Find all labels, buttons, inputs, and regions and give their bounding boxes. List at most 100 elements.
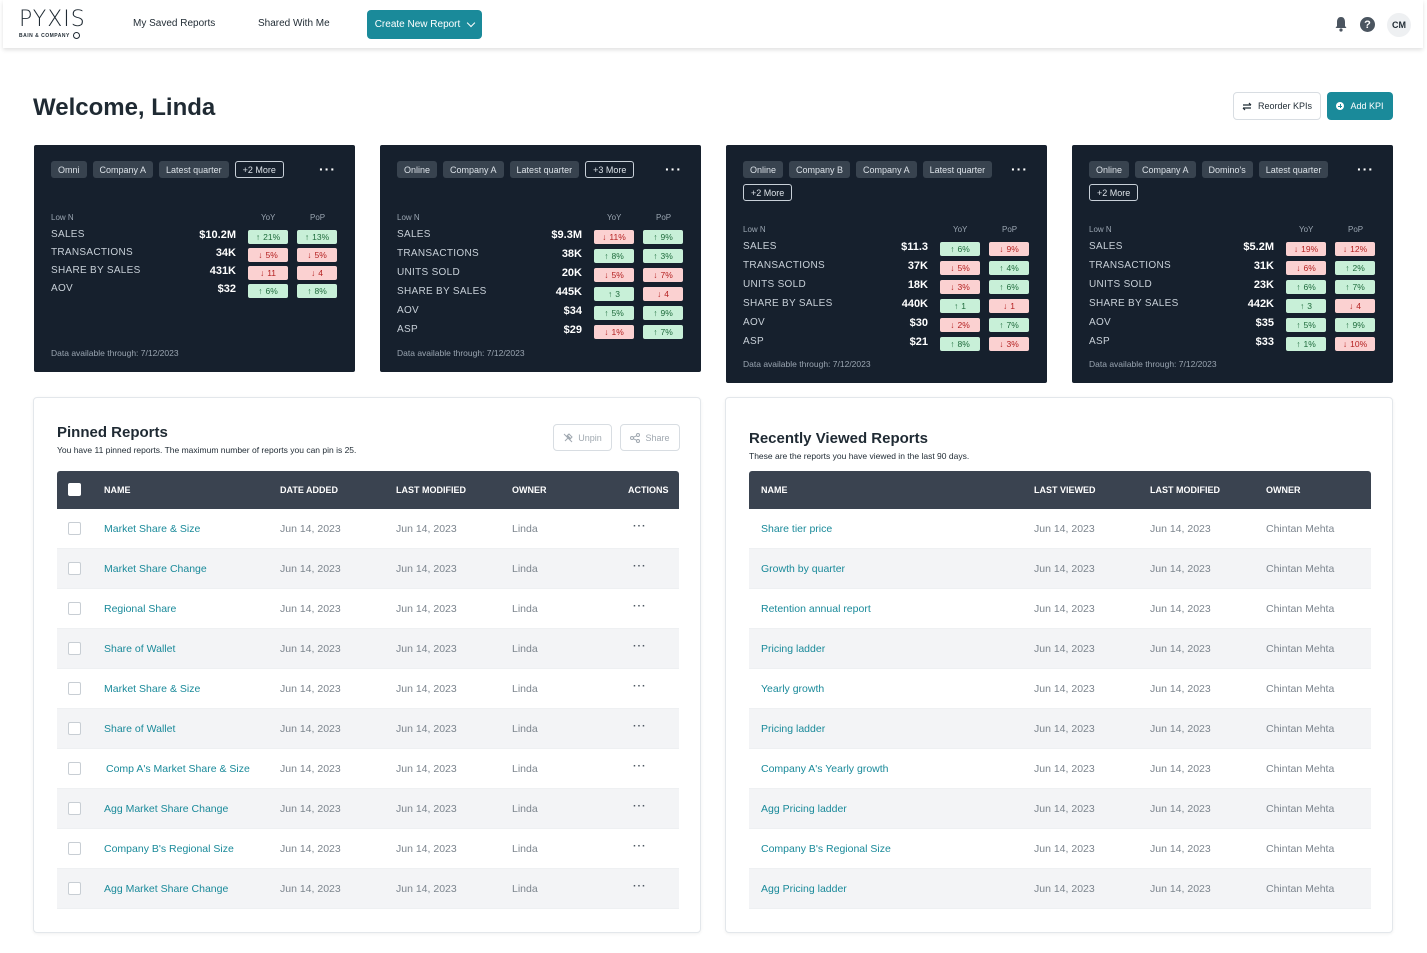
column-header-name[interactable]: NAME xyxy=(761,485,788,495)
table-row[interactable]: Share of Wallet Jun 14, 2023 Jun 14, 2023 L… xyxy=(57,709,679,749)
table-row[interactable]: Retention annual report Jun 14, 2023 Jun 1… xyxy=(749,589,1371,629)
nav-shared-with-me[interactable]: Shared With Me xyxy=(258,18,330,29)
create-new-report-button[interactable]: Create New Report xyxy=(367,10,482,39)
table-row[interactable]: Market Share Change Jun 14, 2023 Jun 14, 2… xyxy=(57,549,679,589)
table-row[interactable]: Pricing ladder Jun 14, 2023 Jun 14, 2023 Ch… xyxy=(749,709,1371,749)
avatar[interactable]: CM xyxy=(1387,13,1411,37)
report-name-link[interactable]: Retention annual report xyxy=(761,603,871,615)
bell-icon[interactable] xyxy=(1334,16,1348,32)
report-name-link[interactable]: Comp A's Market Share & Size xyxy=(106,763,250,775)
more-filters-chip[interactable]: +2 More xyxy=(234,161,284,178)
row-actions-icon[interactable]: ··· xyxy=(633,720,647,732)
row-checkbox[interactable] xyxy=(68,802,81,815)
report-name-link[interactable]: Market Share & Size xyxy=(104,523,201,535)
filter-chip[interactable]: Omni xyxy=(51,161,87,178)
table-row[interactable]: Agg Market Share Change Jun 14, 2023 Jun 1… xyxy=(57,789,679,829)
more-icon[interactable]: ··· xyxy=(665,161,682,177)
add-kpi-button[interactable]: Add KPI xyxy=(1327,92,1393,120)
report-name-link[interactable]: Company B's Regional Size xyxy=(761,843,891,855)
more-filters-chip[interactable]: +2 More xyxy=(1089,184,1139,201)
report-name-link[interactable]: Agg Pricing ladder xyxy=(761,803,847,815)
report-name-link[interactable]: Company A's Yearly growth xyxy=(761,763,889,775)
column-header-name[interactable]: NAME xyxy=(104,485,131,495)
logo[interactable]: PYXIS BAIN & COMPANY xyxy=(19,9,86,39)
row-actions-icon[interactable]: ··· xyxy=(633,680,647,692)
row-checkbox[interactable] xyxy=(68,522,81,535)
select-all-checkbox[interactable] xyxy=(68,483,81,496)
column-header-date-added[interactable]: DATE ADDED xyxy=(280,485,338,495)
column-header-owner[interactable]: OWNER xyxy=(512,485,547,495)
row-checkbox[interactable] xyxy=(68,722,81,735)
row-checkbox[interactable] xyxy=(68,602,81,615)
table-row[interactable]: Comp A's Market Share & Size Jun 14, 2023… xyxy=(57,749,679,789)
report-name-link[interactable]: Pricing ladder xyxy=(761,643,826,655)
table-row[interactable]: Share of Wallet Jun 14, 2023 Jun 14, 2023 L… xyxy=(57,629,679,669)
filter-chip[interactable]: Latest quarter xyxy=(1258,161,1329,178)
table-row[interactable]: Yearly growth Jun 14, 2023 Jun 14, 2023 Chi… xyxy=(749,669,1371,709)
table-row[interactable]: Regional Share Jun 14, 2023 Jun 14, 2023 Li… xyxy=(57,589,679,629)
more-icon[interactable]: ··· xyxy=(319,161,336,177)
nav-my-saved-reports[interactable]: My Saved Reports xyxy=(133,18,216,29)
report-name-link[interactable]: Yearly growth xyxy=(761,683,825,695)
report-name-link[interactable]: Agg Market Share Change xyxy=(104,803,229,815)
filter-chip[interactable]: Latest quarter xyxy=(509,161,580,178)
report-name-link[interactable]: Company B's Regional Size xyxy=(104,843,234,855)
table-row[interactable]: Market Share & Size Jun 14, 2023 Jun 14, 2… xyxy=(57,669,679,709)
report-name-link[interactable]: Agg Market Share Change xyxy=(104,883,229,895)
filter-chip[interactable]: Company A xyxy=(92,161,154,178)
row-actions-icon[interactable]: ··· xyxy=(633,600,647,612)
table-row[interactable]: Pricing ladder Jun 14, 2023 Jun 14, 2023 Ch… xyxy=(749,629,1371,669)
help-icon[interactable]: ? xyxy=(1360,17,1375,32)
filter-chip[interactable]: Company A xyxy=(856,161,917,178)
row-checkbox[interactable] xyxy=(68,642,81,655)
row-actions-icon[interactable]: ··· xyxy=(633,840,647,852)
table-row[interactable]: Company B's Regional Size Jun 14, 2023 Jun… xyxy=(749,829,1371,869)
table-row[interactable]: Market Share & Size Jun 14, 2023 Jun 14, 2… xyxy=(57,509,679,549)
row-checkbox[interactable] xyxy=(68,842,81,855)
report-name-link[interactable]: Share of Wallet xyxy=(104,643,176,655)
report-name-link[interactable]: Regional Share xyxy=(104,603,177,615)
report-name-link[interactable]: Market Share & Size xyxy=(104,683,201,695)
filter-chip[interactable]: Online xyxy=(1089,161,1130,178)
report-name-link[interactable]: Growth by quarter xyxy=(761,563,846,575)
unpin-button[interactable]: Unpin xyxy=(553,424,612,451)
row-actions-icon[interactable]: ··· xyxy=(633,640,647,652)
filter-chip[interactable]: Online xyxy=(397,161,438,178)
table-row[interactable]: Agg Market Share Change Jun 14, 2023 Jun 1… xyxy=(57,869,679,909)
report-name-link[interactable]: Share tier price xyxy=(761,523,833,535)
filter-chip[interactable]: Company A xyxy=(1135,161,1196,178)
filter-chip[interactable]: Latest quarter xyxy=(922,161,993,178)
table-row[interactable]: Company A's Yearly growth Jun 14, 2023 Jun… xyxy=(749,749,1371,789)
report-name-link[interactable]: Share of Wallet xyxy=(104,723,176,735)
more-icon[interactable]: ··· xyxy=(1357,161,1374,177)
table-row[interactable]: Company B's Regional Size Jun 14, 2023 Jun… xyxy=(57,829,679,869)
share-button[interactable]: Share xyxy=(620,424,680,451)
filter-chip[interactable]: Company B xyxy=(789,161,851,178)
row-actions-icon[interactable]: ··· xyxy=(633,520,647,532)
more-filters-chip[interactable]: +3 More xyxy=(585,161,635,178)
row-checkbox[interactable] xyxy=(68,762,81,775)
report-name-link[interactable]: Market Share Change xyxy=(104,563,207,575)
table-row[interactable]: Agg Pricing ladder Jun 14, 2023 Jun 14, 20… xyxy=(749,789,1371,829)
column-header-last-modified[interactable]: LAST MODIFIED xyxy=(396,485,466,495)
column-header-last-viewed[interactable]: LAST VIEWED xyxy=(1034,485,1096,495)
row-actions-icon[interactable]: ··· xyxy=(633,880,647,892)
table-row[interactable]: Growth by quarter Jun 14, 2023 Jun 14, 202… xyxy=(749,549,1371,589)
table-row[interactable]: Share tier price Jun 14, 2023 Jun 14, 2023… xyxy=(749,509,1371,549)
row-actions-icon[interactable]: ··· xyxy=(633,800,647,812)
filter-chip[interactable]: Domino's xyxy=(1201,161,1253,178)
filter-chip[interactable]: Latest quarter xyxy=(159,161,229,178)
row-checkbox[interactable] xyxy=(68,882,81,895)
column-header-owner[interactable]: OWNER xyxy=(1266,485,1301,495)
filter-chip[interactable]: Company A xyxy=(443,161,504,178)
table-row[interactable]: Agg Pricing ladder Jun 14, 2023 Jun 14, 20… xyxy=(749,869,1371,909)
row-actions-icon[interactable]: ··· xyxy=(633,560,647,572)
filter-chip[interactable]: Online xyxy=(743,161,784,178)
report-name-link[interactable]: Agg Pricing ladder xyxy=(761,883,847,895)
more-icon[interactable]: ··· xyxy=(1011,161,1028,177)
column-header-last-modified[interactable]: LAST MODIFIED xyxy=(1150,485,1220,495)
report-name-link[interactable]: Pricing ladder xyxy=(761,723,826,735)
row-checkbox[interactable] xyxy=(68,682,81,695)
reorder-kpis-button[interactable]: Reorder KPIs xyxy=(1233,92,1321,120)
more-filters-chip[interactable]: +2 More xyxy=(743,184,793,201)
